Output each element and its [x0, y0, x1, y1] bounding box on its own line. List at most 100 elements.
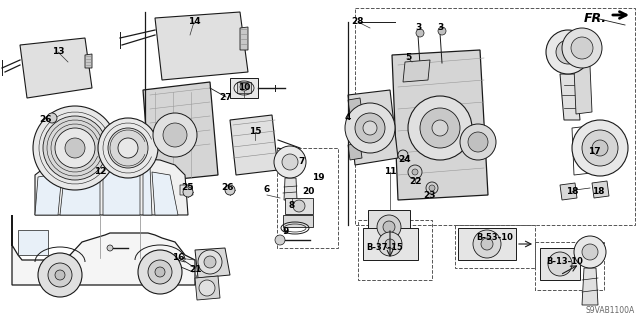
Text: 10: 10	[238, 84, 250, 92]
Circle shape	[378, 232, 402, 256]
Text: 13: 13	[52, 47, 64, 57]
Text: 5: 5	[405, 53, 411, 62]
Polygon shape	[230, 115, 278, 175]
Bar	[277, 148, 338, 248]
Circle shape	[43, 116, 107, 180]
Circle shape	[107, 245, 113, 251]
Bar	[535, 242, 604, 290]
Text: 26: 26	[39, 116, 51, 124]
Text: 21: 21	[189, 266, 202, 275]
Text: 11: 11	[384, 167, 396, 177]
Circle shape	[274, 146, 306, 178]
Polygon shape	[195, 276, 220, 300]
Circle shape	[438, 27, 446, 35]
Text: 9: 9	[283, 228, 289, 236]
Text: 4: 4	[345, 114, 351, 123]
Circle shape	[556, 40, 580, 64]
Text: 12: 12	[93, 167, 106, 177]
Circle shape	[198, 250, 222, 274]
Text: S9VAB1100A: S9VAB1100A	[586, 306, 635, 315]
Circle shape	[153, 113, 197, 157]
Circle shape	[55, 270, 65, 280]
Circle shape	[225, 185, 235, 195]
Circle shape	[408, 96, 472, 160]
Polygon shape	[195, 248, 230, 278]
Circle shape	[473, 230, 501, 258]
Polygon shape	[574, 66, 592, 114]
Bar	[18, 230, 48, 255]
Polygon shape	[60, 165, 100, 215]
Polygon shape	[582, 268, 598, 305]
Circle shape	[412, 169, 418, 175]
Text: 17: 17	[588, 148, 600, 156]
Text: 28: 28	[352, 18, 364, 27]
Polygon shape	[348, 143, 362, 160]
Circle shape	[98, 118, 158, 178]
Text: 19: 19	[312, 173, 324, 182]
Circle shape	[429, 185, 435, 191]
Circle shape	[383, 221, 395, 233]
Text: 15: 15	[249, 127, 261, 137]
Polygon shape	[392, 50, 488, 200]
Polygon shape	[143, 82, 218, 182]
Bar	[358, 220, 432, 280]
Polygon shape	[560, 183, 577, 200]
Circle shape	[282, 154, 298, 170]
Polygon shape	[348, 90, 398, 165]
Circle shape	[275, 235, 285, 245]
Circle shape	[582, 244, 598, 260]
Bar	[368, 210, 410, 245]
Polygon shape	[12, 215, 195, 285]
Text: 14: 14	[188, 18, 200, 27]
Circle shape	[199, 280, 215, 296]
Circle shape	[155, 267, 165, 277]
Circle shape	[408, 165, 422, 179]
Text: 7: 7	[299, 157, 305, 166]
Polygon shape	[240, 27, 248, 50]
Bar	[283, 215, 313, 227]
Circle shape	[204, 256, 216, 268]
Polygon shape	[20, 38, 92, 98]
Bar	[355, 8, 635, 225]
Text: 27: 27	[220, 92, 232, 101]
Text: 18: 18	[566, 188, 579, 196]
Polygon shape	[35, 158, 188, 215]
Text: 18: 18	[592, 188, 604, 196]
Circle shape	[118, 138, 138, 158]
Circle shape	[571, 37, 593, 59]
Circle shape	[65, 138, 85, 158]
Circle shape	[572, 120, 628, 176]
Circle shape	[47, 113, 57, 123]
Circle shape	[33, 106, 117, 190]
Circle shape	[355, 113, 385, 143]
Circle shape	[574, 236, 606, 268]
Text: B-53-10: B-53-10	[477, 234, 513, 243]
Circle shape	[562, 28, 602, 68]
Bar	[237, 82, 251, 93]
Circle shape	[108, 128, 148, 168]
Bar	[363, 228, 418, 260]
Text: 22: 22	[409, 178, 421, 187]
Polygon shape	[35, 173, 62, 215]
Polygon shape	[155, 12, 248, 80]
Circle shape	[377, 215, 401, 239]
Circle shape	[385, 239, 395, 249]
Circle shape	[345, 103, 395, 153]
Polygon shape	[180, 185, 193, 195]
Text: 26: 26	[221, 183, 234, 193]
Circle shape	[416, 29, 424, 37]
Circle shape	[398, 150, 408, 160]
Circle shape	[55, 128, 95, 168]
Circle shape	[481, 238, 493, 250]
Circle shape	[546, 30, 590, 74]
Circle shape	[592, 140, 608, 156]
Text: B-13-10: B-13-10	[547, 258, 584, 267]
Circle shape	[293, 200, 305, 212]
Polygon shape	[103, 163, 140, 215]
Circle shape	[420, 108, 460, 148]
Polygon shape	[85, 54, 92, 68]
Polygon shape	[284, 178, 297, 200]
Text: 23: 23	[424, 190, 436, 199]
Bar	[230, 78, 258, 98]
Bar	[540, 248, 580, 280]
